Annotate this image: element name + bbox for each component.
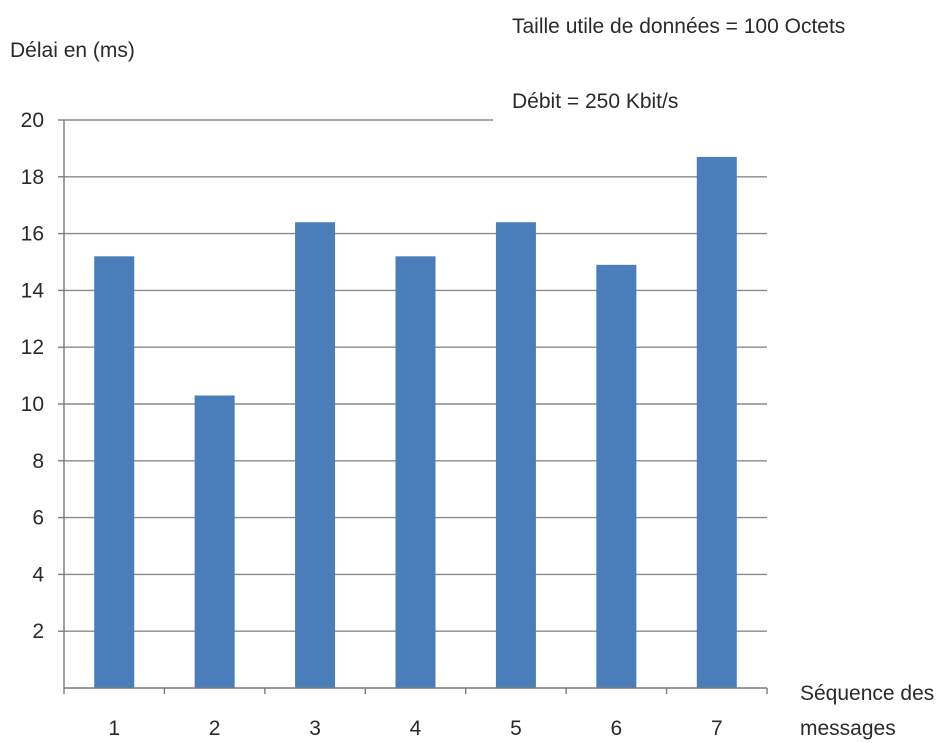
annotation-payload-size: Taille utile de données = 100 Octets xyxy=(512,15,845,38)
axes xyxy=(58,119,768,694)
bar-7 xyxy=(696,156,737,689)
bar-3 xyxy=(295,222,336,689)
x-tick-label: 2 xyxy=(209,717,221,740)
x-tick-labels: 1 2 3 4 5 6 7 xyxy=(108,717,722,740)
x-axis-title-line-2: messages xyxy=(800,717,896,740)
y-tick-label: 8 xyxy=(32,450,44,473)
bar-6 xyxy=(596,264,637,688)
annotation-bitrate: Débit = 250 Kbit/s xyxy=(512,90,678,113)
bar-2 xyxy=(194,395,235,688)
y-tick-label: 2 xyxy=(32,620,44,643)
y-tick-label: 14 xyxy=(21,279,45,302)
x-tick-label: 6 xyxy=(611,717,623,740)
bar-5 xyxy=(495,222,536,689)
y-tick-label: 4 xyxy=(32,563,44,586)
x-tick-label: 3 xyxy=(309,717,321,740)
x-tick-label: 5 xyxy=(510,717,522,740)
y-tick-label: 20 xyxy=(21,109,44,132)
x-tick-label: 1 xyxy=(108,717,120,740)
y-tick-label: 6 xyxy=(32,507,44,530)
y-tick-label: 12 xyxy=(21,336,44,359)
bar-1 xyxy=(94,256,135,688)
x-axis-title-line-1: Séquence des xyxy=(800,682,934,705)
x-tick-label: 7 xyxy=(711,717,723,740)
y-tick-label: 10 xyxy=(21,393,44,416)
bar-4 xyxy=(395,256,436,688)
y-tick-label: 18 xyxy=(21,166,44,189)
y-tick-labels: 2 4 6 8 10 12 14 16 18 20 xyxy=(21,109,45,643)
y-tick-label: 16 xyxy=(21,223,44,246)
bars xyxy=(94,156,737,689)
y-axis-title: Délai en (ms) xyxy=(10,39,135,62)
x-tick-label: 4 xyxy=(410,717,422,740)
